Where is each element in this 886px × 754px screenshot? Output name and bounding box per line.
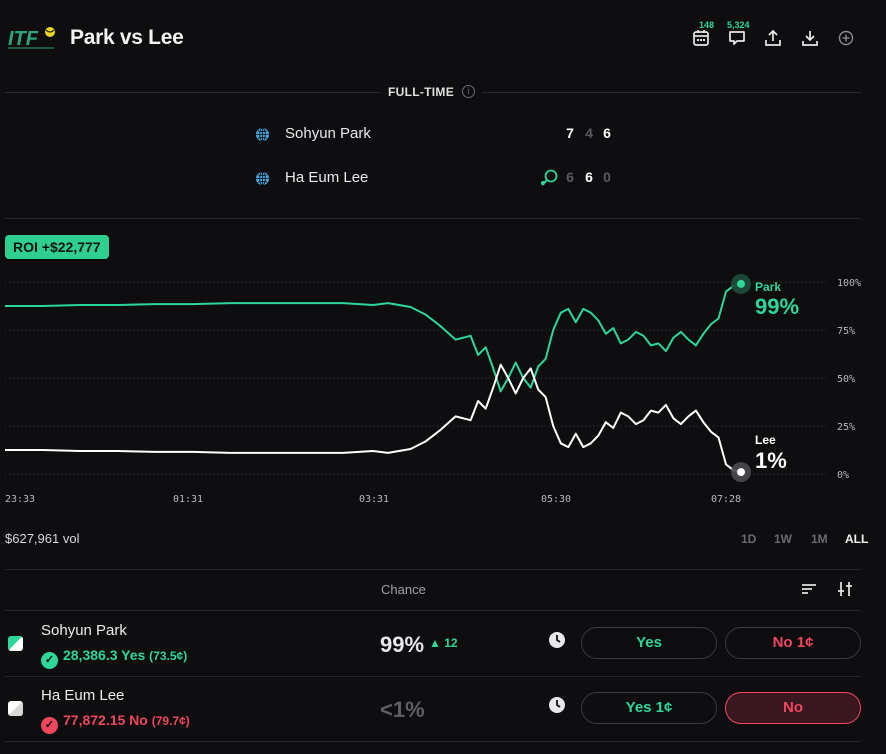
x-tick-label: 03:31: [359, 494, 389, 505]
match-status: FULL-TIME: [388, 85, 455, 99]
player-row-park: Sohyun Park 7 4 6: [255, 124, 635, 144]
y-tick-label: 25%: [837, 422, 855, 433]
range-1m[interactable]: 1M: [811, 532, 828, 546]
share-icon: [765, 29, 781, 46]
add-button[interactable]: [836, 28, 856, 48]
outcome-name: Ha Eum Lee: [41, 687, 125, 704]
volume-label: $627,961 vol: [5, 531, 80, 546]
set-score-3: 6: [603, 125, 611, 141]
series-label-name: Lee: [755, 433, 776, 447]
outcome-name: Sohyun Park: [41, 622, 127, 639]
sort-button[interactable]: [800, 580, 818, 598]
share-button[interactable]: [763, 28, 783, 48]
player-name: Ha Eum Lee: [285, 169, 369, 186]
chance-column-header: Chance: [381, 582, 426, 597]
outcome-chance: <1%: [380, 697, 425, 722]
y-tick-label: 100%: [837, 278, 861, 289]
position-shares: 77,872.15 No: [63, 712, 148, 728]
set-score-1: 7: [566, 125, 574, 141]
comment-icon: [729, 31, 745, 45]
series-line-park: [5, 282, 742, 393]
section-divider: [5, 569, 861, 570]
add-circle-icon: [838, 30, 854, 46]
page-title: Park vs Lee: [70, 26, 184, 49]
endpoint-dot: [737, 468, 745, 477]
section-divider: [5, 741, 861, 742]
itf-logo: ITF: [8, 27, 55, 50]
outcome-color-swatch: [8, 701, 23, 716]
comments-count: 5,324: [727, 20, 750, 30]
position-summary: ✓ 28,386.3 Yes (73.5¢): [41, 647, 187, 669]
roi-badge: ROI +$22,777: [5, 235, 109, 259]
adjust-icon: [838, 582, 852, 596]
position-shares: 28,386.3 Yes: [63, 647, 146, 663]
position-price: (73.5¢): [149, 649, 188, 663]
globe-icon: [255, 171, 270, 186]
buy-yes-button[interactable]: Yes: [581, 627, 717, 659]
x-tick-label: 01:31: [173, 494, 203, 505]
globe-icon: [255, 127, 270, 142]
set-score-3: 0: [603, 169, 611, 185]
clock-icon[interactable]: [548, 696, 566, 714]
calendar-button[interactable]: 148: [691, 20, 714, 48]
position-summary: ✓ 77,872.15 No (79.7¢): [41, 712, 190, 734]
range-all[interactable]: ALL: [845, 532, 869, 546]
download-icon: [802, 31, 818, 46]
market-header: ITF Park vs Lee 148 5,324: [0, 0, 886, 78]
divider-right: [482, 92, 861, 93]
itf-logo-text: ITF: [8, 28, 39, 50]
set-score-2: 6: [585, 169, 593, 185]
section-divider: [5, 676, 861, 677]
divider-left: [5, 92, 380, 93]
series-label-name: Park: [755, 280, 781, 294]
y-tick-label: 75%: [837, 326, 855, 337]
buy-yes-button[interactable]: Yes 1¢: [581, 692, 717, 724]
section-divider: [5, 610, 861, 611]
sort-lines-icon: [802, 584, 816, 594]
chance-delta: ▲ 12: [429, 636, 458, 650]
player-name: Sohyun Park: [285, 125, 371, 142]
x-tick-label: 07:28: [711, 494, 741, 505]
series-line-lee: [5, 363, 742, 474]
endpoint-dot: [737, 279, 745, 288]
player-row-lee: Ha Eum Lee 6 6 0: [255, 168, 635, 188]
check-icon: ✓: [41, 652, 58, 669]
x-tick-label: 23:33: [5, 494, 35, 505]
section-divider: [5, 218, 861, 219]
probability-chart: 100% 75% 50% 25% 0% 23:33 01:31 03:31 05:30 07:28…: [5, 273, 861, 505]
position-price: (79.7¢): [151, 714, 190, 728]
set-score-1: 6: [566, 169, 574, 185]
y-tick-label: 50%: [837, 374, 855, 385]
outcome-row-lee[interactable]: Ha Eum Lee ✓ 77,872.15 No (79.7¢) <1% Yes…: [5, 677, 861, 741]
series-label-percent: 99%: [755, 294, 799, 319]
serving-racket-icon: [541, 169, 558, 186]
range-1w[interactable]: 1W: [774, 532, 792, 546]
comments-button[interactable]: 5,324: [727, 20, 750, 48]
calendar-icon: [693, 30, 709, 46]
range-1d[interactable]: 1D: [741, 532, 757, 546]
check-icon: ✓: [41, 717, 58, 734]
outcome-row-park[interactable]: Sohyun Park ✓ 28,386.3 Yes (73.5¢) 99% ▲ …: [5, 612, 861, 676]
download-button[interactable]: [800, 28, 820, 48]
outcome-color-swatch: [8, 636, 23, 651]
calendar-count: 148: [699, 20, 715, 30]
outcome-chance: 99%: [380, 632, 425, 657]
info-icon[interactable]: i: [462, 85, 475, 98]
x-tick-label: 05:30: [541, 494, 571, 505]
series-label-percent: 1%: [755, 448, 787, 473]
y-tick-label: 0%: [837, 470, 849, 481]
set-score-2: 4: [585, 125, 593, 141]
buy-no-button[interactable]: No: [725, 692, 861, 724]
filter-button[interactable]: [836, 580, 854, 598]
buy-no-button[interactable]: No 1¢: [725, 627, 861, 659]
clock-icon[interactable]: [548, 631, 566, 649]
